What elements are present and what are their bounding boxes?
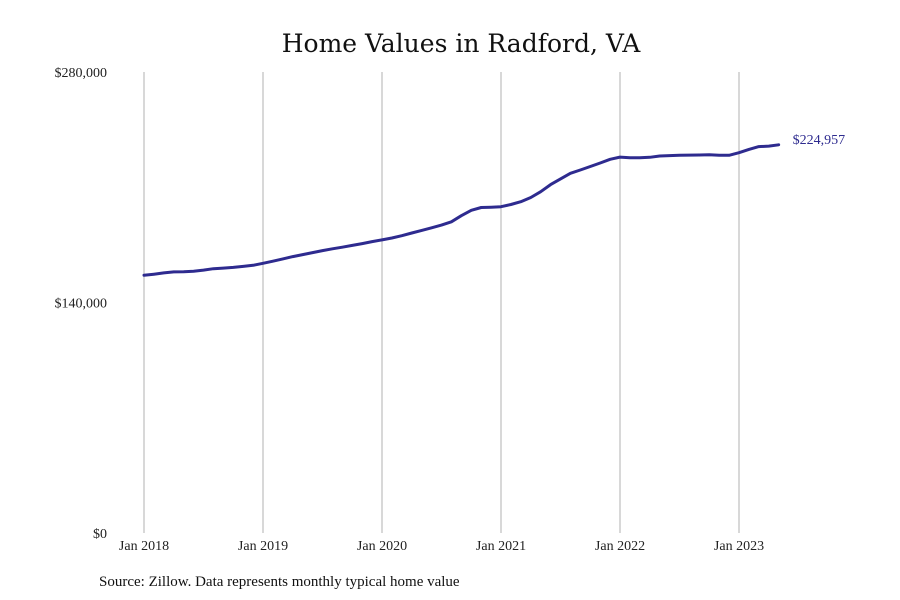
y-tick-label: $140,000 bbox=[55, 297, 108, 312]
x-tick-label: Jan 2022 bbox=[595, 539, 645, 554]
end-value-label: $224,957 bbox=[793, 133, 846, 148]
series-line bbox=[142, 143, 781, 277]
x-tick-label: Jan 2019 bbox=[238, 539, 288, 554]
x-tick-label: Jan 2021 bbox=[476, 539, 526, 554]
x-axis-ticks: Jan 2018 Jan 2019 Jan 2020 Jan 2021 Jan 2022… bbox=[119, 539, 764, 554]
y-tick-label: $280,000 bbox=[55, 66, 108, 81]
x-tick-label: Jan 2020 bbox=[357, 539, 407, 554]
grid-lines bbox=[143, 72, 740, 533]
source-note: Source: Zillow. Data represents monthly … bbox=[99, 574, 460, 590]
chart-title: Home Values in Radford, VA bbox=[282, 29, 641, 58]
x-tick-label: Jan 2018 bbox=[119, 539, 169, 554]
y-tick-label: $0 bbox=[93, 527, 107, 542]
x-tick-label: Jan 2023 bbox=[714, 539, 764, 554]
y-axis-ticks: $0 $140,000 $280,000 bbox=[55, 66, 108, 542]
